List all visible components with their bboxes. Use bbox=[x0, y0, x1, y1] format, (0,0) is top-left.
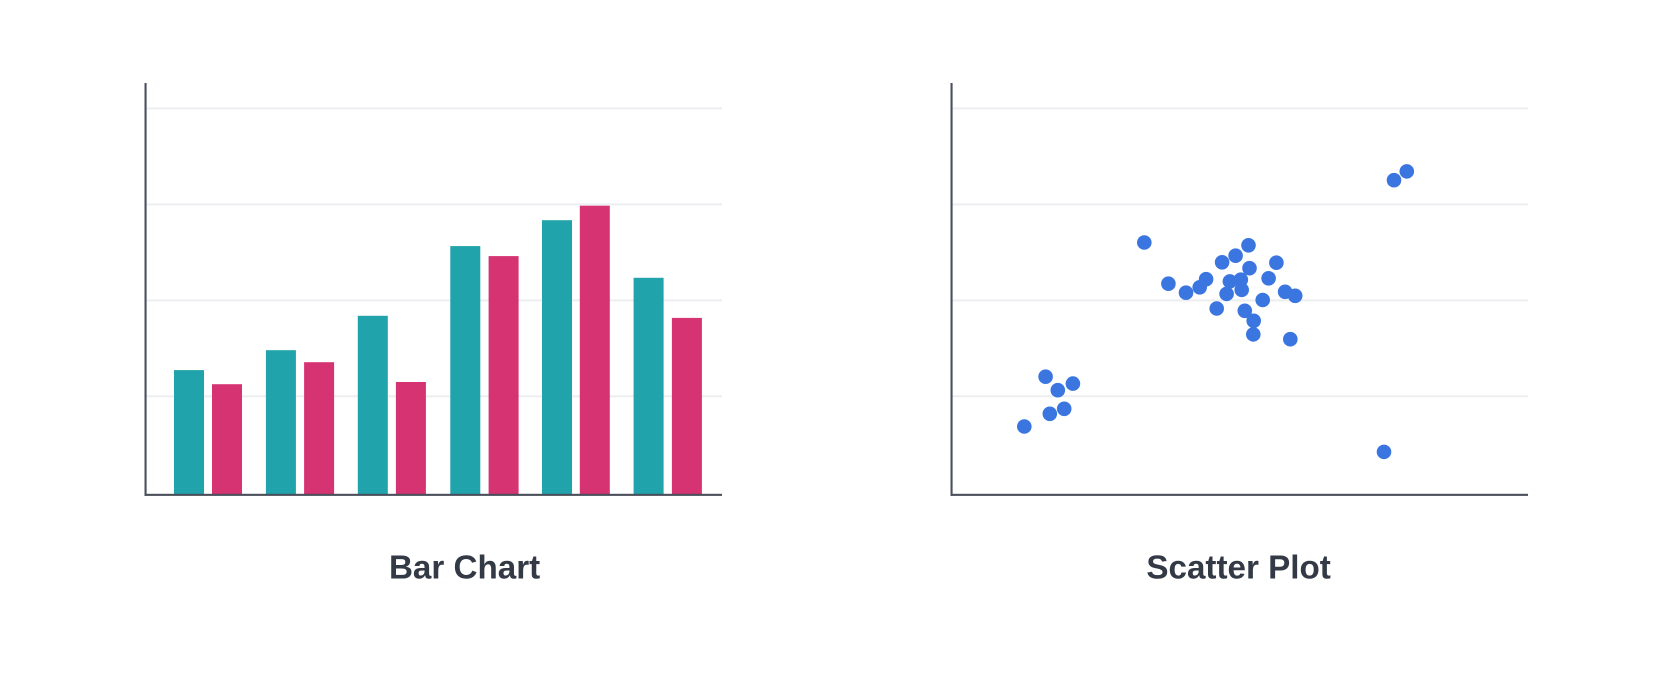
svg-text:Scatter Plot: Scatter Plot bbox=[1146, 550, 1330, 587]
svg-text:Bar Chart: Bar Chart bbox=[389, 550, 540, 587]
